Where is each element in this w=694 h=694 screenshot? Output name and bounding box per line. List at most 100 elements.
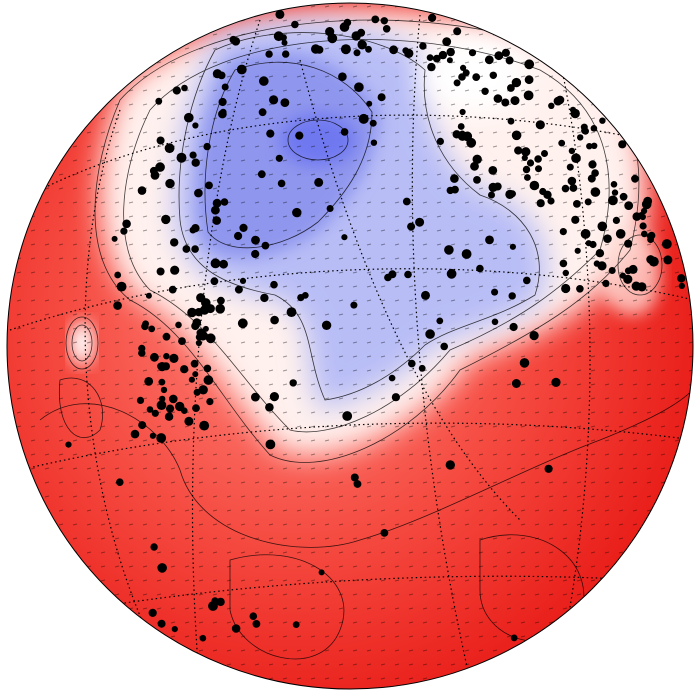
observation-dot <box>293 621 300 628</box>
observation-dot <box>169 286 177 294</box>
observation-dot <box>567 164 574 171</box>
observation-dot <box>586 240 592 246</box>
observation-dot <box>192 371 198 377</box>
observation-dot <box>458 123 465 130</box>
observation-dot <box>253 620 261 628</box>
observation-dot <box>206 333 216 343</box>
observation-dot <box>439 51 447 59</box>
observation-dot <box>156 433 166 443</box>
observation-dot <box>458 73 466 81</box>
observation-dot <box>217 297 225 305</box>
observation-dot <box>259 76 269 86</box>
observation-dot <box>274 31 284 41</box>
observation-dot <box>213 69 222 78</box>
page: (() => { const g = document.getElementBy… <box>0 0 694 694</box>
observation-dot <box>342 411 352 421</box>
observation-dot <box>234 232 242 240</box>
observation-dot <box>494 183 502 191</box>
observation-dot <box>602 280 609 287</box>
observation-dot <box>591 125 598 132</box>
observation-dot <box>196 340 202 346</box>
observation-dot <box>444 245 454 255</box>
observation-dot <box>190 227 197 234</box>
observation-dot <box>205 182 213 190</box>
observation-dot <box>407 223 415 231</box>
observation-dot <box>492 319 499 326</box>
observation-dot <box>522 155 528 161</box>
observation-dot <box>290 379 297 386</box>
observation-dot <box>291 21 299 29</box>
observation-dot <box>192 159 200 167</box>
observation-dot <box>570 107 576 113</box>
observation-dot <box>485 55 494 64</box>
observation-dot <box>191 322 199 330</box>
observation-dot <box>637 282 646 291</box>
observation-dot <box>501 99 509 107</box>
observation-dot <box>259 108 267 116</box>
observation-dot <box>442 37 451 46</box>
observation-dot <box>208 601 218 611</box>
observation-dot <box>535 165 542 172</box>
observation-dot <box>146 293 152 299</box>
observation-dot <box>351 474 359 482</box>
observation-dot <box>114 272 121 279</box>
observation-dot <box>144 377 153 386</box>
observation-dot <box>440 343 448 351</box>
observation-dot <box>270 316 279 325</box>
observation-dot <box>428 14 436 22</box>
observation-dot <box>623 275 632 284</box>
observation-dot <box>235 286 243 294</box>
observation-dot <box>446 460 455 469</box>
observation-dot <box>192 122 198 128</box>
observation-dot <box>534 155 542 163</box>
observation-dot <box>270 392 279 401</box>
observation-dot <box>117 282 127 292</box>
observation-dot <box>292 208 301 217</box>
observation-dot <box>161 215 170 224</box>
observation-dot <box>194 389 201 396</box>
observation-dot <box>157 400 167 410</box>
observation-dot <box>613 217 620 224</box>
observation-dot <box>523 277 531 285</box>
observation-dot <box>624 240 632 248</box>
observation-dot <box>514 146 522 154</box>
observation-dot <box>512 379 521 388</box>
observation-dot <box>599 118 605 124</box>
observation-dot <box>447 48 455 56</box>
observation-dot <box>221 198 229 206</box>
observation-dot <box>151 171 160 180</box>
observation-dot <box>200 305 209 314</box>
observation-dot <box>403 198 411 206</box>
observation-dot <box>662 239 672 249</box>
globe-surface <box>0 0 694 694</box>
observation-dot <box>170 238 178 246</box>
observation-dot <box>155 162 165 172</box>
observation-dot <box>509 292 516 299</box>
observation-dot <box>581 229 591 239</box>
observation-dot <box>511 635 518 642</box>
observation-dot <box>383 25 391 33</box>
observation-dot <box>511 96 520 105</box>
observation-dot <box>169 354 178 363</box>
observation-dot <box>276 155 283 162</box>
observation-dot <box>158 620 166 628</box>
observation-dot <box>238 318 248 328</box>
observation-dot <box>191 245 199 253</box>
observation-dot <box>524 91 534 101</box>
observation-dot <box>302 292 309 299</box>
observation-dot <box>620 193 628 201</box>
observation-dot <box>211 277 219 285</box>
observation-dot <box>183 245 191 253</box>
observation-dot <box>180 365 188 373</box>
observation-dot <box>558 140 565 147</box>
observation-dot <box>629 265 638 274</box>
observation-dot <box>371 140 377 146</box>
observation-dot <box>404 271 412 279</box>
observation-dot <box>512 131 522 141</box>
observation-dot <box>177 153 187 163</box>
observation-dot <box>230 36 238 44</box>
observation-dot <box>157 563 167 573</box>
observation-dot <box>388 270 396 278</box>
observation-dot <box>155 98 162 105</box>
observation-dot <box>631 175 639 183</box>
